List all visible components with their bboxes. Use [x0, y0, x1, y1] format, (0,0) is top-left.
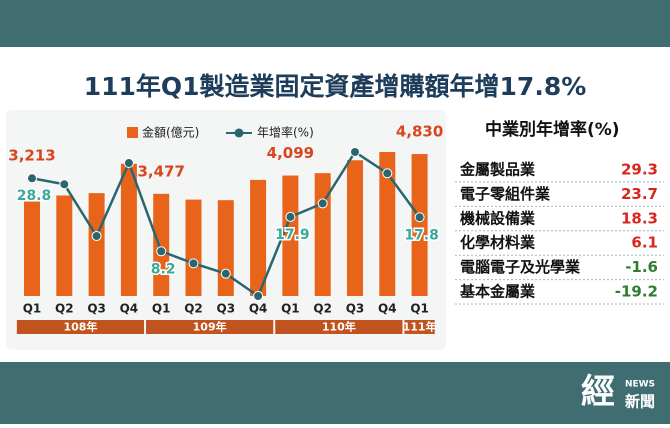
line-point — [188, 258, 199, 269]
line-point — [253, 291, 264, 301]
bar-value-label: 3,477 — [137, 162, 184, 180]
bar — [314, 173, 331, 296]
bar — [153, 193, 170, 296]
bar — [379, 152, 396, 296]
bar — [282, 175, 299, 296]
line-value-label: 28.8 — [17, 188, 52, 204]
bottom-band — [0, 362, 670, 424]
bar — [411, 154, 428, 296]
group-band — [16, 320, 145, 334]
legend-swatch — [234, 128, 244, 138]
table-row-value: 18.3 — [621, 209, 658, 227]
table-row-name: 金屬製品業 — [459, 161, 536, 179]
group-label: 109年 — [193, 320, 227, 334]
legend-label: 年增率(%) — [257, 125, 314, 140]
line-value-label: 8.2 — [151, 261, 176, 277]
bar — [217, 200, 234, 296]
x-tick-label: Q4 — [120, 302, 139, 316]
line-point — [414, 212, 425, 223]
group-band — [404, 320, 435, 334]
x-tick-label: Q1 — [410, 302, 429, 316]
group-band — [275, 320, 403, 334]
table-row-name: 機械設備業 — [460, 209, 536, 227]
x-tick-label: Q3 — [346, 302, 365, 316]
line-point — [91, 231, 102, 242]
bar — [24, 201, 40, 296]
x-tick-label: Q4 — [378, 302, 397, 316]
top-band — [0, 0, 670, 47]
line-point — [59, 179, 70, 190]
x-tick-label: Q3 — [87, 302, 106, 316]
line-point — [220, 268, 231, 279]
logo-name: 新聞 — [625, 393, 655, 411]
legend-label: 金額(億元) — [142, 125, 199, 140]
table-row-name: 電腦電子及光學業 — [460, 258, 581, 276]
bar — [56, 195, 73, 296]
x-tick-label: Q3 — [217, 302, 236, 316]
table-row-value: -19.2 — [615, 283, 658, 301]
x-tick-label: Q1 — [23, 302, 42, 316]
table-row-value: 6.1 — [631, 234, 658, 252]
table-row-value: 29.3 — [621, 161, 658, 179]
line-point — [123, 157, 134, 168]
bar — [120, 163, 137, 296]
bar-value-label: 3,213 — [8, 147, 55, 165]
table-title: 中業別年增率(%) — [485, 119, 620, 140]
line-value-label: 17.8 — [404, 227, 439, 243]
line-point — [27, 173, 37, 184]
line-point — [156, 246, 167, 257]
line-value-label: 17.9 — [275, 227, 310, 243]
legend-swatch — [127, 127, 138, 138]
line-point — [382, 168, 393, 179]
x-tick-label: Q1 — [152, 302, 171, 316]
line-point — [285, 211, 296, 222]
group-label: 108年 — [63, 320, 97, 334]
x-tick-label: Q4 — [249, 302, 268, 316]
chart-title: 111年Q1製造業固定資產增購額年增17.8% — [84, 72, 587, 101]
x-tick-label: Q1 — [281, 302, 300, 316]
group-label: 110年 — [322, 320, 356, 334]
logo-news: NEWS — [625, 380, 655, 390]
group-label: 111年 — [403, 320, 437, 334]
bar-value-label: 4,099 — [267, 144, 314, 162]
table-row-name: 基本金屬業 — [459, 283, 536, 301]
logo-mark: 經 — [581, 372, 615, 412]
bar — [347, 160, 363, 296]
table-row-name: 化學材料業 — [460, 234, 536, 252]
x-tick-label: Q2 — [55, 302, 74, 316]
table-row-value: -1.6 — [625, 258, 658, 276]
table-row-value: 23.7 — [621, 185, 658, 203]
bar — [185, 199, 202, 296]
line-point — [350, 147, 360, 157]
bar — [250, 179, 267, 296]
x-tick-label: Q2 — [313, 302, 332, 316]
bar — [88, 193, 105, 296]
table-row-name: 電子零組件業 — [460, 185, 551, 203]
line-point — [317, 198, 328, 209]
x-tick-label: Q2 — [184, 302, 203, 316]
bar-value-label: 4,830 — [396, 123, 443, 141]
group-band — [146, 320, 274, 334]
